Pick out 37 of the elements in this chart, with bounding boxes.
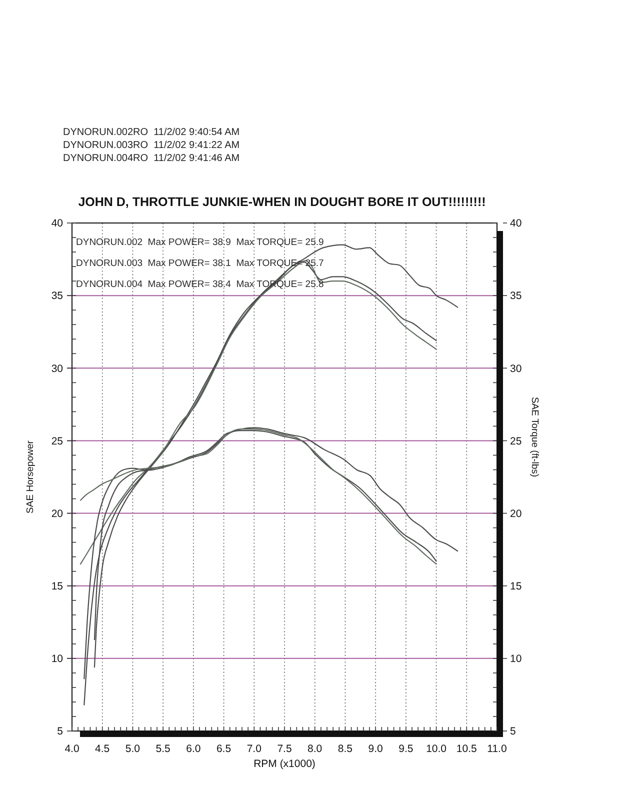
- annotation: DYNORUN.002 Max POWER= 38.9 Max TORQUE= 25.9: [76, 237, 324, 248]
- x-tick-label: 4.5: [95, 743, 110, 755]
- x-tick-label: 6.0: [186, 743, 201, 755]
- y2-tick-label: 25: [510, 435, 522, 448]
- x-tick-label: 6.5: [216, 743, 232, 755]
- x-tick-label: 10.0: [426, 743, 447, 755]
- y2-tick-label: 30: [510, 362, 522, 375]
- y2-axis-title: SAE Torque (ft-lbs): [529, 396, 540, 478]
- y-tick-label: 25: [51, 435, 64, 448]
- x-tick-label: 4.0: [64, 743, 80, 755]
- y-tick-label: 40: [51, 218, 64, 230]
- y2-tick-label: 40: [510, 218, 522, 230]
- y-axis-title: SAE Horsepower: [25, 440, 36, 514]
- y-tick-label: 30: [51, 362, 64, 375]
- x-tick-label: 7.0: [246, 743, 262, 755]
- x-tick-label: 8.0: [308, 743, 322, 755]
- y2-tick-label: 35: [510, 290, 522, 302]
- chart-title: JOHN D, THROTTLE JUNKIE-WHEN IN DOUGHT BORE IT OUT!!!!!!!!!: [78, 195, 486, 209]
- x-tick-label: 11.0: [487, 743, 507, 755]
- x-tick-label: 5.5: [156, 743, 171, 755]
- chart-subtitle: DYNORUN.002RO 11/2/02 9:40:54 AM DYNORUN.003RO 11/2/02 9:41:22 AM DYNORUN.004RO 11/2/02 9:41:46 AM: [63, 127, 240, 164]
- x-tick-label: 8.5: [338, 743, 353, 755]
- y-tick-label: 10: [51, 653, 64, 666]
- y2-tick-label: 10: [510, 653, 522, 666]
- x-tick-label: 9.5: [398, 743, 414, 755]
- x-axis-title: RPM (x1000): [254, 758, 316, 770]
- y2-tick-label: 5: [510, 726, 516, 738]
- y2-tick-label: 20: [510, 508, 522, 520]
- y2-tick-label: 15: [510, 580, 522, 593]
- x-tick-label: 5.0: [125, 743, 140, 755]
- y-tick-label: 15: [51, 580, 64, 593]
- y-tick-label: 20: [51, 508, 64, 520]
- x-tick-label: 7.5: [277, 743, 292, 755]
- y-tick-label: 35: [51, 290, 64, 302]
- y-tick-label: 5: [57, 726, 64, 738]
- x-tick-label: 9.0: [368, 743, 384, 755]
- x-tick-label: 10.5: [456, 743, 478, 755]
